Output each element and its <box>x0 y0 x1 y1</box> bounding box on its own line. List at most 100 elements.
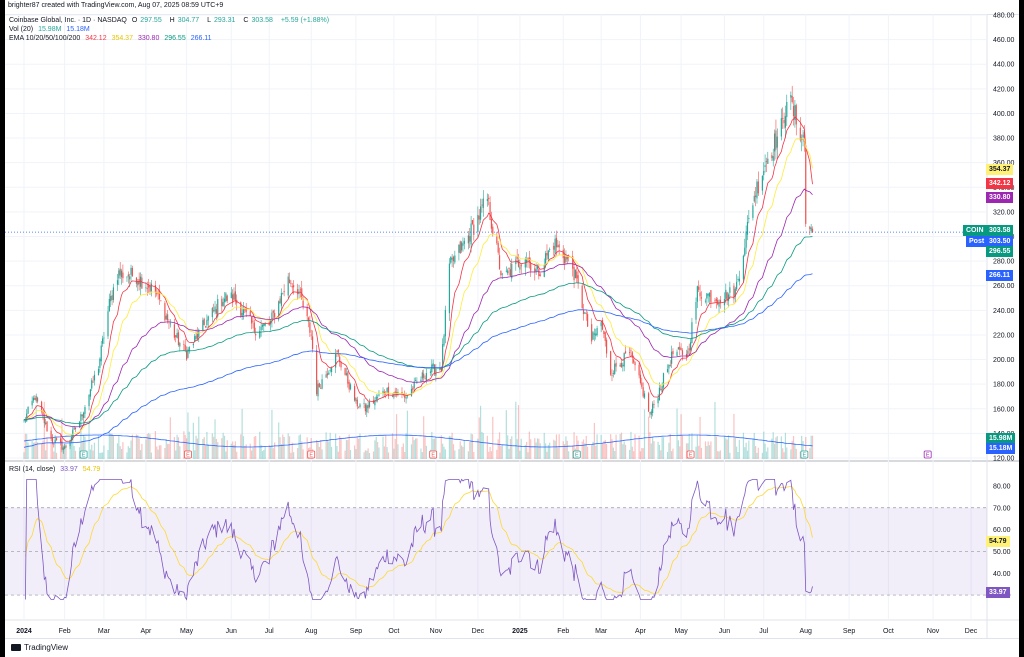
legend-close: C 303.58 <box>243 17 275 24</box>
legend-symbol[interactable]: Coinbase Global, Inc. · 1D · NASDAQ <box>9 17 127 24</box>
volume-bar <box>707 441 709 459</box>
volume-bar <box>287 433 289 459</box>
volume-label[interactable]: Vol (20) <box>9 26 34 33</box>
candle-body <box>565 256 567 262</box>
candle-body <box>288 279 291 284</box>
candle-body <box>805 145 807 224</box>
candle-body <box>213 310 215 311</box>
volume-bar <box>611 439 613 459</box>
legend-high: H 304.77 <box>170 17 202 24</box>
candle-body <box>488 197 490 200</box>
volume-bar <box>776 436 778 459</box>
volume-bar <box>242 436 245 459</box>
candle-body <box>661 386 663 393</box>
candle-body <box>230 292 232 299</box>
volume-bar <box>714 401 716 459</box>
candle-body <box>577 275 579 284</box>
earnings-marker-label: E <box>309 453 313 459</box>
price-tick-label: 320.00 <box>993 209 1015 216</box>
rsi-label[interactable]: RSI (14, close) <box>9 466 56 473</box>
volume-bar <box>283 436 285 459</box>
candle-body <box>539 274 541 277</box>
volume-bar <box>536 438 539 459</box>
candle-body <box>545 253 547 265</box>
ema-label[interactable]: EMA 10/20/50/100/200 <box>9 35 81 42</box>
candle-body <box>511 263 513 279</box>
price-tick-label: 260.00 <box>993 283 1015 290</box>
candle-body <box>226 295 228 301</box>
volume-bar <box>349 450 352 459</box>
legend-open: O 297.55 <box>132 17 165 24</box>
volume-bar <box>718 451 720 459</box>
volume-bar <box>595 445 597 459</box>
volume-bar <box>771 438 773 459</box>
volume-bar <box>195 435 197 459</box>
candle-body <box>746 221 749 235</box>
volume-bar <box>755 446 757 459</box>
volume-bar <box>203 437 205 459</box>
candle-body <box>91 380 93 389</box>
candle-body <box>536 266 539 269</box>
candle-body <box>368 401 371 408</box>
volume-bar <box>565 436 567 459</box>
volume-bar <box>681 435 684 459</box>
candle-body <box>204 326 207 328</box>
volume-bar <box>473 452 475 459</box>
volume-bar <box>471 434 474 459</box>
volume-bar <box>84 436 86 459</box>
volume-bar <box>527 452 529 459</box>
volume-bar <box>355 449 357 459</box>
volume-bar <box>198 416 200 459</box>
volume-bar <box>269 446 272 459</box>
candle-body <box>469 236 471 242</box>
volume-bar <box>508 448 510 459</box>
candle-body <box>658 387 661 401</box>
candle-body <box>535 269 537 272</box>
candle-body <box>374 399 376 406</box>
candle-body <box>184 344 186 350</box>
candle-body <box>696 286 698 302</box>
volume-bar <box>72 432 74 459</box>
volume-bar <box>547 444 549 459</box>
chart-canvas[interactable]: 480.00 460.00 440.00 420.00 400.00 380.00 360.… <box>5 0 1019 656</box>
candle-body <box>614 363 616 375</box>
tradingview-logo[interactable]: TradingView <box>11 643 68 652</box>
volume-bar <box>320 440 322 459</box>
candle-body <box>562 249 564 259</box>
time-tick-label: Feb <box>59 628 71 635</box>
volume-bars <box>23 401 814 459</box>
candle-body <box>291 286 293 288</box>
candle-body <box>149 286 151 292</box>
earnings-marker-label: E <box>689 453 693 459</box>
volume-bar <box>753 432 755 459</box>
candle-body <box>148 285 150 288</box>
price-tick-label: 220.00 <box>993 332 1015 339</box>
candle-body <box>461 242 463 251</box>
volume-bar <box>810 435 812 459</box>
candle-body <box>311 336 314 350</box>
candle-body <box>595 333 597 336</box>
candle-body <box>263 323 265 326</box>
candle-body <box>566 255 568 260</box>
candle-body <box>784 116 787 128</box>
candle-body <box>547 250 549 259</box>
candle-body <box>309 322 311 333</box>
volume-bar <box>478 417 480 459</box>
candle-body <box>187 349 189 358</box>
candle-body <box>116 280 119 285</box>
volume-bar <box>549 442 551 459</box>
time-tick-label: 2024 <box>16 628 32 635</box>
candle-body <box>672 351 674 355</box>
volume-bar <box>282 434 284 459</box>
volume-bar <box>620 432 623 459</box>
candle-body <box>252 320 254 322</box>
volume-bar <box>765 451 768 459</box>
candle-body <box>745 231 747 248</box>
volume-bar <box>557 447 559 459</box>
candle-body <box>385 393 387 395</box>
candle-body <box>80 414 82 422</box>
price-tick-label: 420.00 <box>993 86 1015 93</box>
volume-bar <box>801 435 803 459</box>
candle-body <box>509 269 511 276</box>
volume-bar <box>528 431 530 459</box>
